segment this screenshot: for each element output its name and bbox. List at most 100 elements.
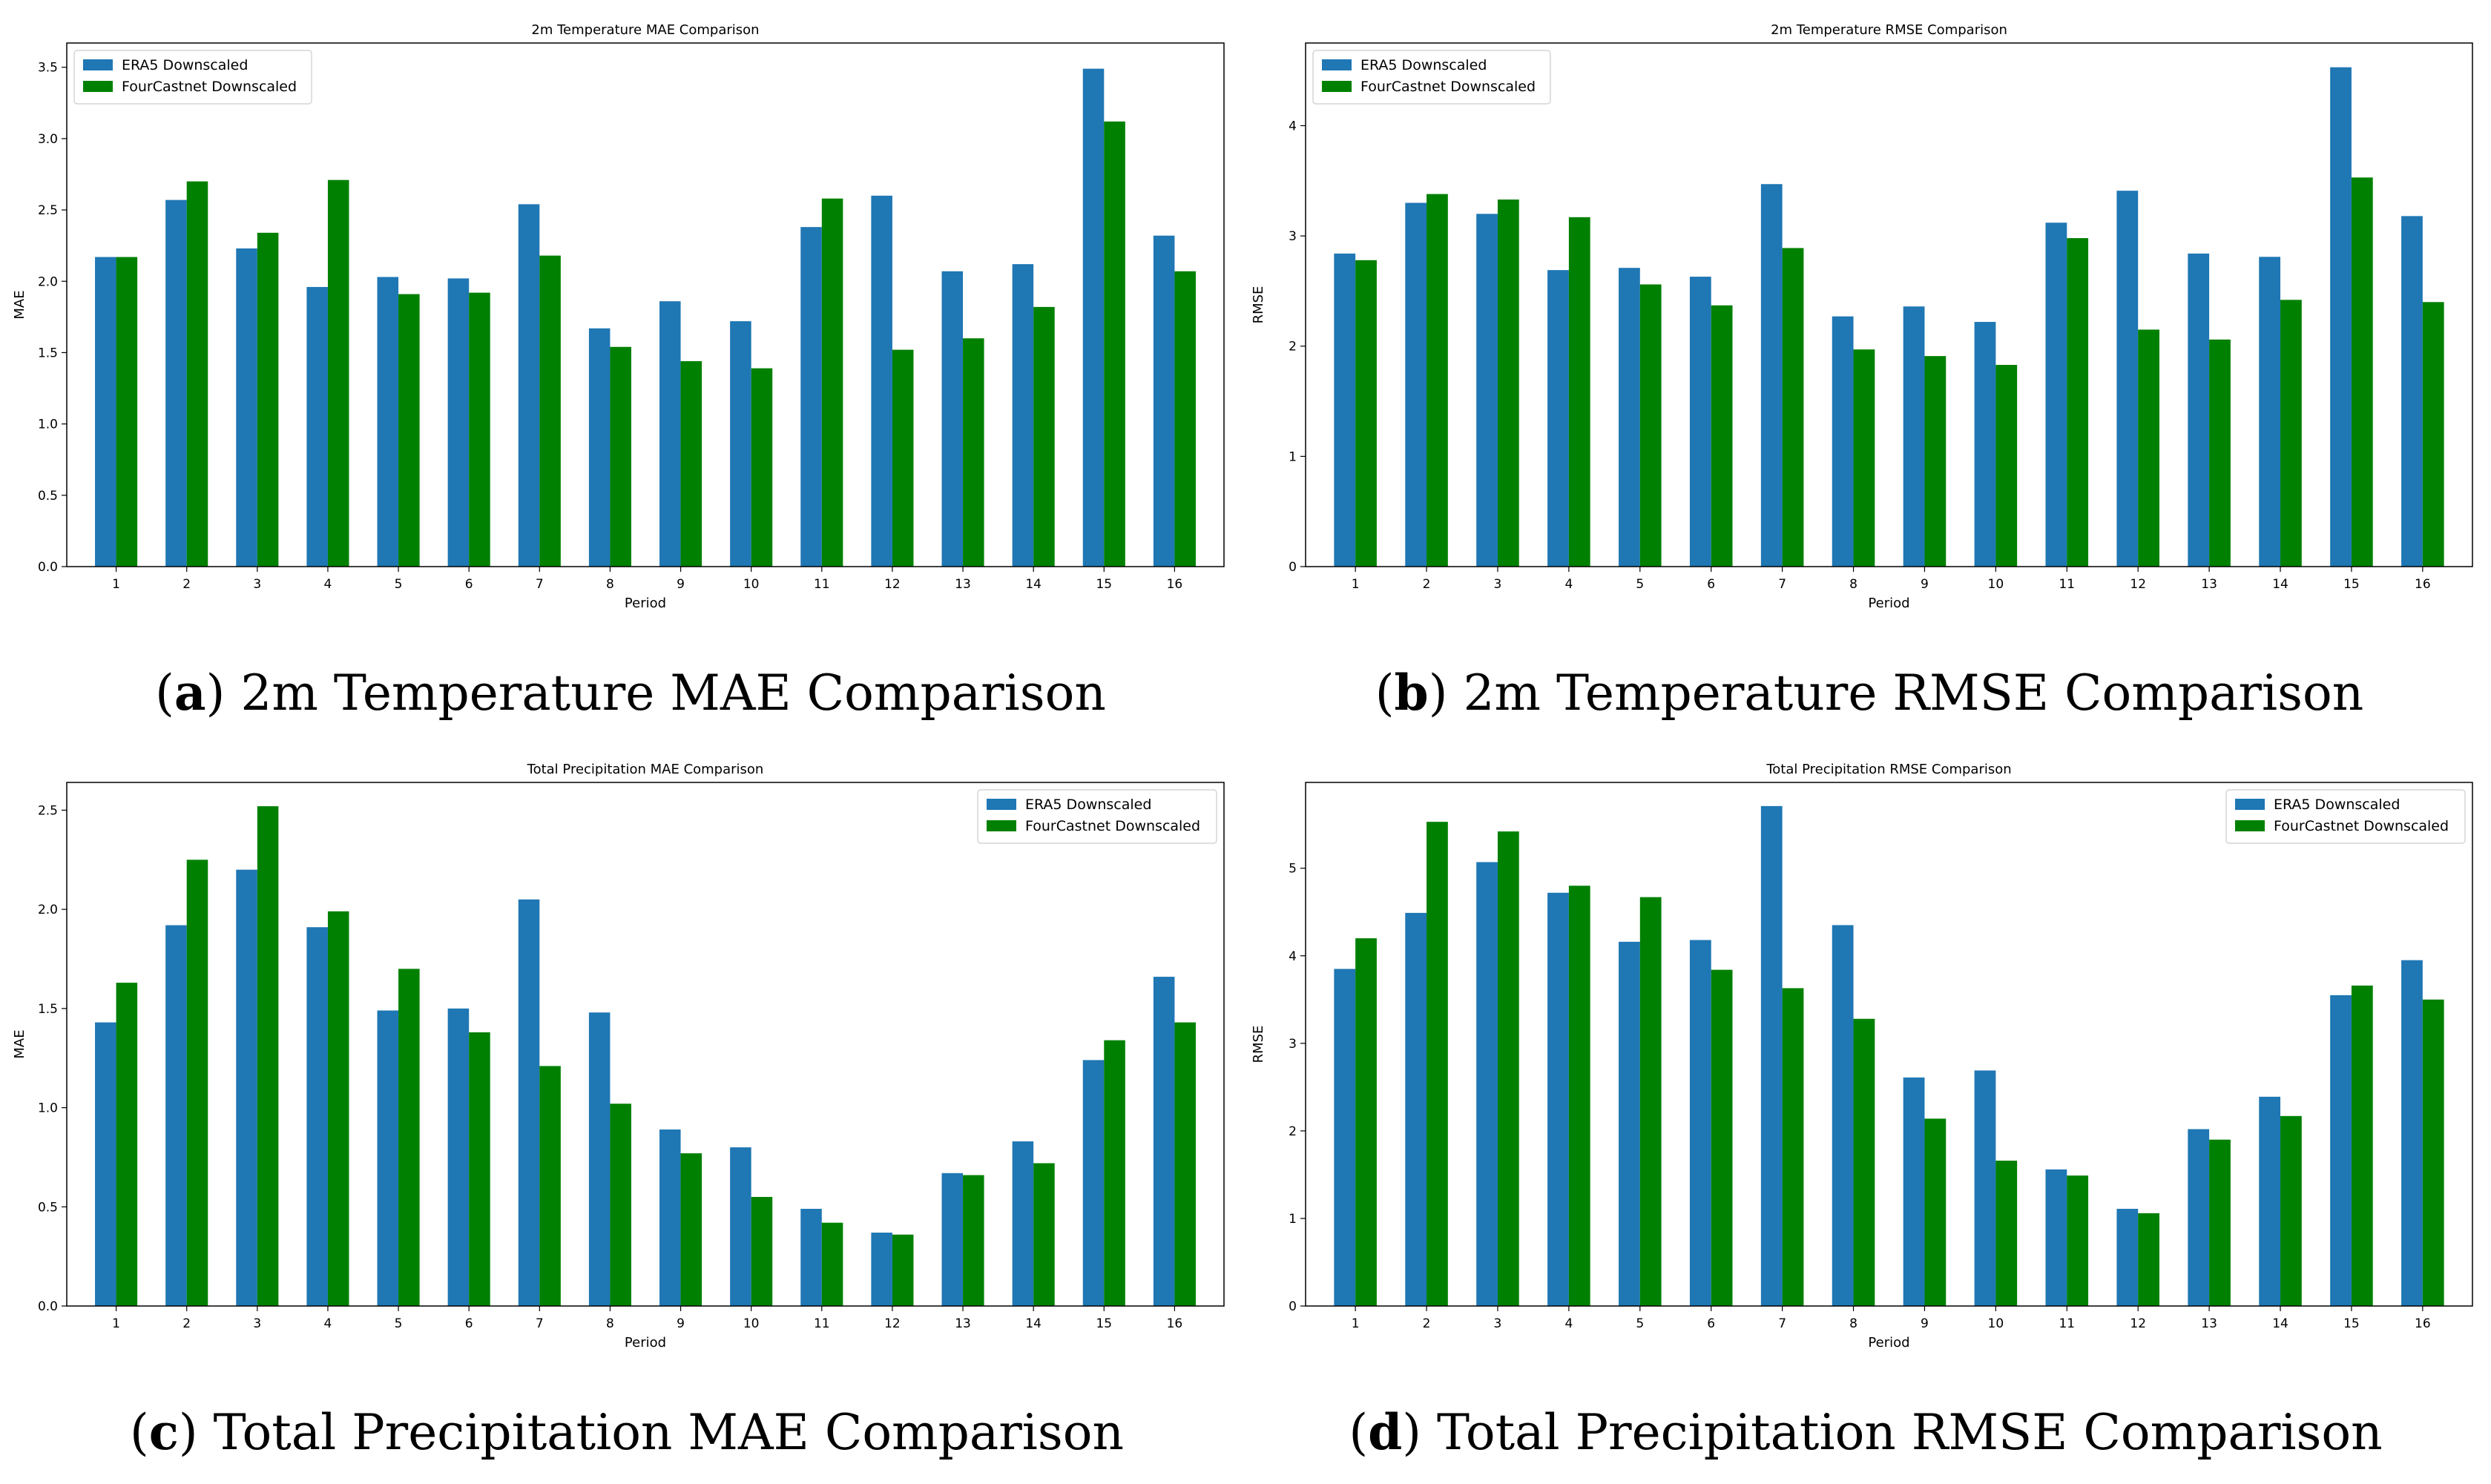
bar-era5-8 — [1832, 925, 1854, 1306]
bar-fourcastnet-12 — [892, 1234, 914, 1306]
bar-era5-15 — [1082, 68, 1105, 567]
x-tick-label: 6 — [1707, 1316, 1715, 1331]
x-tick-label: 15 — [1096, 1316, 1112, 1331]
y-tick-label: 0 — [1289, 560, 1297, 575]
bar-era5-6 — [1689, 940, 1711, 1306]
x-tick-label: 16 — [2415, 577, 2431, 592]
x-tick-label: 3 — [1494, 1316, 1502, 1331]
bar-era5-3 — [1476, 862, 1498, 1306]
x-tick-label: 12 — [884, 577, 901, 592]
legend: ERA5 Downscaled FourCastnet Downscaled — [977, 789, 1217, 844]
y-tick-label: 1 — [1289, 1212, 1297, 1227]
chart-title: Total Precipitation RMSE Comparison — [1766, 762, 2011, 777]
chart-title: 2m Temperature MAE Comparison — [531, 22, 759, 38]
chart-title: Total Precipitation MAE Comparison — [527, 762, 764, 777]
x-tick-label: 13 — [2201, 1316, 2217, 1331]
y-tick-label: 2.5 — [38, 203, 58, 218]
bar-era5-7 — [1760, 184, 1783, 567]
legend-box — [73, 50, 312, 105]
plot-frame — [1305, 42, 2473, 567]
bar-fourcastnet-8 — [610, 346, 631, 567]
bar-era5-1 — [95, 1022, 116, 1306]
bar-era5-9 — [1903, 306, 1925, 567]
bar-era5-15 — [2330, 995, 2352, 1306]
bar-fourcastnet-8 — [1853, 1018, 1875, 1306]
legend-swatch-era5 — [83, 59, 113, 70]
legend-box — [1312, 50, 1551, 105]
legend-label: ERA5 Downscaled — [122, 57, 248, 73]
bar-fourcastnet-6 — [469, 292, 490, 567]
bar-fourcastnet-13 — [2209, 1139, 2231, 1306]
y-tick-label: 1 — [1289, 449, 1297, 464]
bar-fourcastnet-8 — [610, 1104, 631, 1306]
plot-frame — [66, 782, 1225, 1307]
x-tick-label: 14 — [1025, 577, 1042, 592]
bar-era5-8 — [1832, 316, 1854, 567]
x-tick-label: 2 — [182, 577, 191, 592]
x-tick-label: 9 — [677, 1316, 685, 1331]
plot-frame — [66, 42, 1225, 567]
x-tick-label: 11 — [814, 577, 830, 592]
bar-fourcastnet-1 — [1355, 260, 1377, 567]
bar-era5-4 — [306, 927, 328, 1306]
bar-era5-2 — [1405, 912, 1427, 1306]
bar-fourcastnet-6 — [1711, 305, 1733, 567]
x-tick-label: 9 — [677, 577, 685, 592]
bar-fourcastnet-5 — [398, 969, 420, 1306]
caption-d: (d) Total Precipitation RMSE Comparison — [1349, 1403, 2383, 1461]
bar-era5-10 — [1974, 1070, 1996, 1306]
x-tick-label: 16 — [1167, 577, 1183, 592]
bar-era5-12 — [2116, 1208, 2139, 1306]
x-tick-label: 1 — [112, 1316, 120, 1331]
caption-a: (a) 2m Temperature MAE Comparison — [155, 664, 1106, 722]
bar-fourcastnet-15 — [1104, 1040, 1125, 1306]
bar-era5-1 — [1334, 969, 1356, 1306]
x-tick-label: 1 — [112, 577, 120, 592]
bar-fourcastnet-7 — [539, 255, 561, 567]
bar-fourcastnet-3 — [1497, 831, 1519, 1306]
legend-box — [2225, 789, 2466, 844]
bar-era5-11 — [2045, 1169, 2067, 1306]
bar-era5-2 — [1405, 202, 1427, 567]
bar-fourcastnet-10 — [751, 1196, 773, 1306]
bar-fourcastnet-4 — [1568, 217, 1590, 567]
x-tick-label: 4 — [324, 577, 332, 592]
bar-era5-16 — [2401, 960, 2423, 1306]
x-tick-label: 6 — [1707, 577, 1715, 592]
bar-era5-12 — [871, 1233, 892, 1306]
x-tick-label: 11 — [2059, 577, 2075, 592]
bar-fourcastnet-11 — [821, 1222, 843, 1306]
bar-fourcastnet-9 — [1924, 356, 1947, 567]
y-tick-label: 1.5 — [38, 346, 58, 360]
bar-era5-10 — [730, 321, 751, 567]
bar-fourcastnet-15 — [2351, 177, 2373, 567]
y-tick-label: 2.5 — [38, 803, 58, 818]
bar-fourcastnet-11 — [2067, 238, 2089, 567]
bar-fourcastnet-13 — [963, 1175, 984, 1306]
y-tick-label: 2 — [1289, 1124, 1297, 1139]
x-tick-label: 3 — [1494, 577, 1502, 592]
legend: ERA5 Downscaled FourCastnet Downscaled — [73, 50, 312, 105]
legend: ERA5 Downscaled FourCastnet Downscaled — [2225, 789, 2466, 844]
y-axis-label: RMSE — [1251, 1026, 1266, 1063]
x-tick-label: 13 — [955, 577, 971, 592]
x-tick-label: 11 — [814, 1316, 830, 1331]
x-tick-label: 15 — [2343, 577, 2360, 592]
bar-fourcastnet-16 — [1174, 271, 1196, 567]
bar-era5-14 — [1012, 1141, 1034, 1306]
x-tick-label: 16 — [2415, 1316, 2431, 1331]
bar-era5-16 — [2401, 216, 2423, 567]
bar-era5-12 — [2116, 191, 2139, 567]
bar-fourcastnet-1 — [116, 257, 138, 567]
legend: ERA5 Downscaled FourCastnet Downscaled — [1312, 50, 1551, 105]
bar-era5-5 — [377, 1010, 399, 1306]
bar-fourcastnet-6 — [1711, 969, 1733, 1306]
bar-era5-3 — [236, 248, 257, 567]
x-tick-label: 5 — [1636, 1316, 1644, 1331]
bar-era5-15 — [1082, 1060, 1105, 1306]
legend-label: FourCastnet Downscaled — [1360, 79, 1536, 95]
bar-fourcastnet-16 — [1174, 1022, 1196, 1306]
x-axis-label: Period — [625, 596, 666, 611]
bar-fourcastnet-16 — [2422, 302, 2444, 567]
bar-era5-16 — [1153, 235, 1175, 567]
